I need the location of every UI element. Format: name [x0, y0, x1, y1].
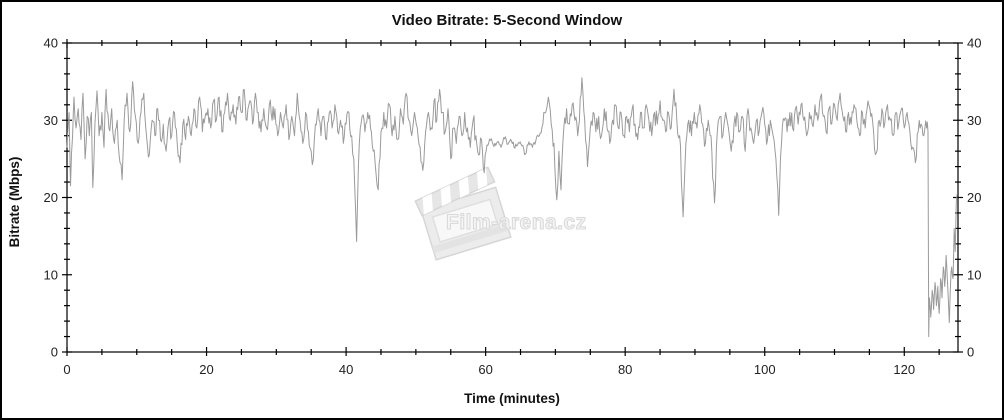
y-tick-label-right: 0 — [967, 345, 974, 360]
y-tick-label: 10 — [44, 267, 58, 282]
y-tick-label: 20 — [44, 190, 58, 205]
y-axis: 0 0 10 10 20 20 30 30 40 40 — [44, 36, 982, 360]
watermark: Film-arena.cz — [414, 166, 587, 261]
plot-area-border — [66, 42, 959, 353]
x-tick-label: 80 — [618, 362, 632, 377]
y-tick-label-right: 40 — [967, 36, 981, 51]
y-tick-label: 40 — [44, 36, 58, 51]
chart-title: Video Bitrate: 5-Second Window — [392, 12, 623, 29]
y-tick-label-right: 30 — [967, 113, 981, 128]
x-tick-label: 120 — [893, 362, 915, 377]
bitrate-trace — [66, 77, 958, 338]
x-tick-label: 20 — [199, 362, 213, 377]
y-tick-label-right: 10 — [967, 267, 981, 282]
x-axis: 0 20 40 60 80 100 120 — [63, 39, 940, 377]
y-tick-label: 30 — [44, 113, 58, 128]
y-tick-label: 0 — [51, 345, 58, 360]
x-tick-label: 40 — [339, 362, 353, 377]
clapperboard-icon — [414, 166, 512, 261]
x-tick-label: 100 — [754, 362, 776, 377]
watermark-text: Film-arena.cz — [446, 211, 587, 234]
y-tick-label-right: 20 — [967, 190, 981, 205]
x-tick-label: 60 — [478, 362, 492, 377]
x-tick-label: 0 — [63, 362, 70, 377]
x-axis-label: Time (minutes) — [464, 391, 560, 406]
y-axis-label: Bitrate (Mbps) — [7, 157, 22, 248]
